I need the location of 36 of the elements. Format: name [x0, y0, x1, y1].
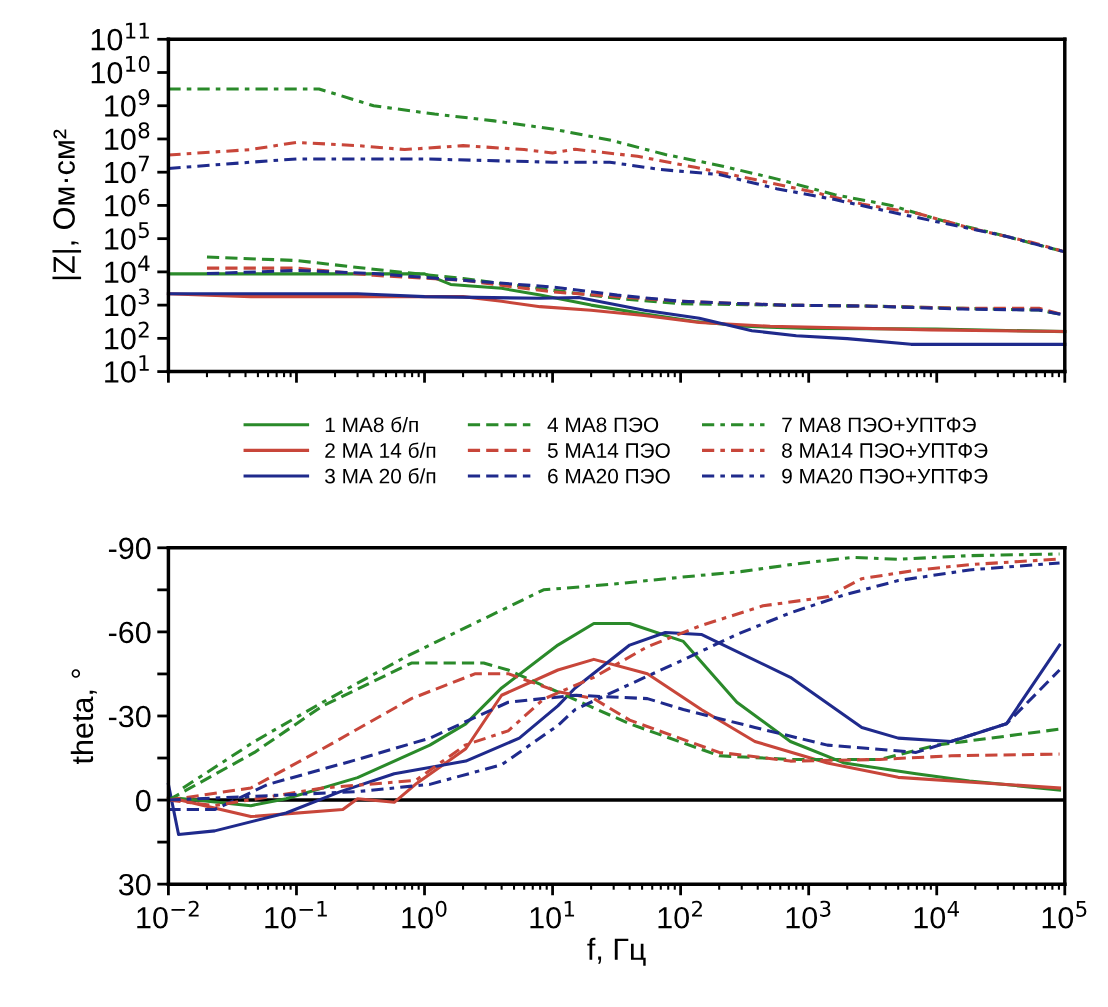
x-tick-label: 10$^{1}$	[530, 901, 575, 929]
y-tick-label: 10$^{3}$	[105, 288, 150, 317]
y-tick-label: 10$^{5}$	[105, 222, 149, 250]
legend-label: 6 МА20 ПЭО	[548, 468, 670, 484]
y-tick-label: 10$^{8}$	[105, 122, 150, 151]
legend-label: 9 МА20 ПЭО+УПТФЭ	[782, 468, 988, 484]
y-tick-label: 10$^{7}$	[105, 155, 149, 184]
y-tick-label: 10$^{1}$	[105, 355, 149, 383]
y-tick-label: 10$^{9}$	[105, 89, 150, 117]
y-axis-title: |Z|, Ом·см²	[52, 129, 82, 280]
y-tick-label: 10$^{10}$	[91, 55, 150, 84]
x-tick-label: 10$^{2}$	[658, 900, 702, 929]
y-tick-label: -90	[108, 537, 151, 560]
y-tick-label: 10$^{2}$	[105, 321, 149, 350]
x-tick-label: 10$^{5}$	[1042, 901, 1087, 929]
x-tick-label: 10$^{0}$	[402, 900, 447, 929]
x-tick-label: 10$^{−1}$	[265, 901, 327, 929]
y-tick-label: 0	[135, 789, 151, 812]
y-tick-label: 30	[118, 873, 151, 896]
legend-label: 5 МА14 ПЭО	[547, 443, 670, 458]
legend-label: 2 МА 14 б/п	[325, 442, 436, 458]
y-tick-label: 10$^{6}$	[105, 188, 150, 217]
legend-label: 1 МА8 б/п	[325, 416, 418, 433]
x-axis-title: f, Гц	[587, 937, 646, 966]
legend-label: 3 МА 20 б/п	[325, 468, 436, 484]
legend-label: 8 МА14 ПЭО+УПТФЭ	[782, 443, 988, 458]
legend-label: 4 МА8 ПЭО	[547, 417, 659, 433]
x-tick-label: 10$^{3}$	[786, 900, 831, 929]
y-tick-label: -60	[108, 621, 151, 644]
y-axis-title: theta, °	[70, 669, 97, 765]
legend-label: 7 МА8 ПЭО+УПТФЭ	[782, 417, 976, 433]
x-tick-label: 10$^{−2}$	[137, 900, 199, 929]
y-tick-label: -30	[108, 705, 151, 728]
y-tick-label: 10$^{11}$	[91, 22, 149, 51]
y-tick-label: 10$^{4}$	[105, 255, 150, 284]
x-tick-label: 10$^{4}$	[914, 901, 959, 929]
